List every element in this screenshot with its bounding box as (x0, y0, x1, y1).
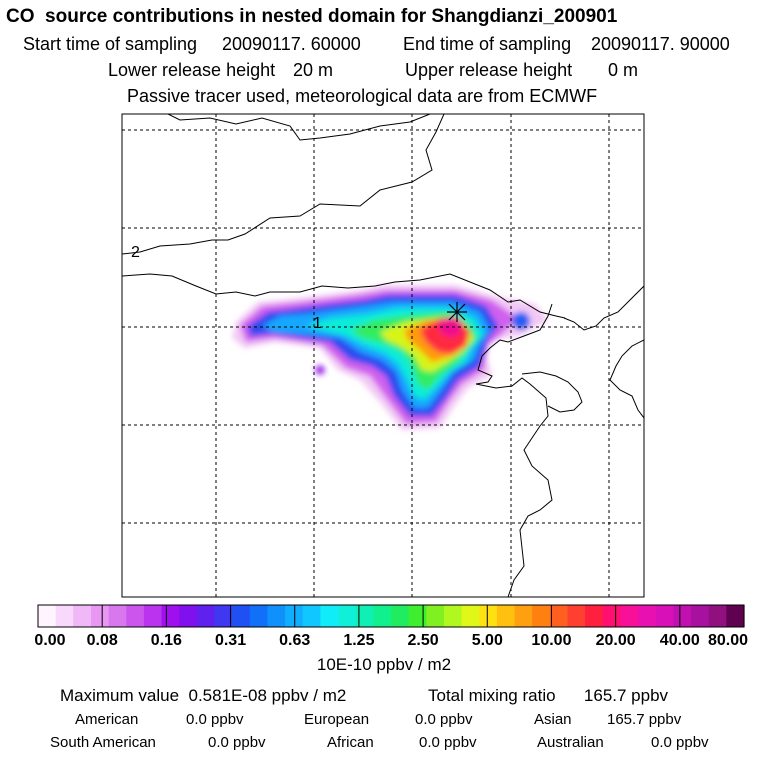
map-frame (121, 113, 645, 598)
colorbar-tick-label: 0.08 (86, 632, 118, 649)
colorbar-tick-label: 0.31 (214, 632, 247, 649)
region-name-australian: Australian (537, 734, 604, 751)
upper-height-label: Upper release height (405, 60, 573, 80)
total-label: Total mixing ratio (428, 686, 556, 705)
end-time-label: End time of sampling (403, 34, 572, 54)
region-value-australian: 0.0 ppbv (651, 734, 709, 751)
colorbar-tick-label: 2.50 (407, 632, 439, 649)
lower-height-label: Lower release height (108, 60, 276, 80)
end-time-value: 20090117. 90000 (591, 34, 730, 54)
colorbar-tick-label: 20.00 (595, 632, 636, 649)
concentration-plume (232, 285, 548, 430)
station-marker-icon (447, 302, 467, 322)
start-time-value: 20090117. 60000 (222, 34, 361, 54)
marker-label-1: 1 (313, 315, 322, 332)
colorbar-tick-label: 0.16 (150, 632, 182, 649)
region-name-american: American (75, 711, 139, 728)
colorbar-tick-label: 10.00 (531, 632, 572, 649)
colorbar-tick-label: 80.00 (707, 632, 749, 649)
region-name-african: African (327, 734, 374, 751)
colorbar-units: 10E-10 ppbv / m2 (316, 655, 452, 674)
region-value-american: 0.0 ppbv (186, 711, 244, 728)
upper-height-value: 0 m (608, 60, 639, 80)
map-panel: 1 2 (121, 113, 645, 598)
colorbar-tick-label: 5.00 (471, 632, 503, 649)
plot-title: CO source contributions in nested domain… (6, 6, 618, 27)
lat-lon-grid (122, 114, 644, 597)
total-mixing-line: Total mixing ratio 165.7 ppbv (428, 687, 668, 704)
max-value-line: Maximum value 0.581E-08 ppbv / m2 (60, 687, 346, 704)
tracer-note: Passive tracer used, meteorological data… (127, 86, 598, 106)
region-name-south-american: South American (50, 734, 156, 751)
region-value-south-american: 0.0 ppbv (208, 734, 266, 751)
region-value-african: 0.0 ppbv (419, 734, 477, 751)
colorbar-tick-label: 0.00 (34, 632, 66, 649)
marker-label-2: 2 (131, 244, 140, 261)
lower-height-value: 20 m (293, 60, 334, 80)
start-time-label: Start time of sampling (23, 34, 198, 54)
region-name-european: European (304, 711, 370, 728)
max-value: 0.581E-08 ppbv / m2 (188, 686, 347, 705)
total-value: 165.7 ppbv (583, 686, 669, 705)
colorbar-tick-label: 1.25 (343, 632, 375, 649)
region-name-asian: Asian (534, 711, 572, 728)
coastlines (122, 114, 644, 597)
region-value-asian: 165.7 ppbv (607, 711, 682, 728)
colorbar-tick-label: 0.63 (279, 632, 311, 649)
region-value-european: 0.0 ppbv (415, 711, 473, 728)
max-label: Maximum value (60, 686, 180, 705)
colorbar-tick-label: 40.00 (659, 632, 700, 649)
